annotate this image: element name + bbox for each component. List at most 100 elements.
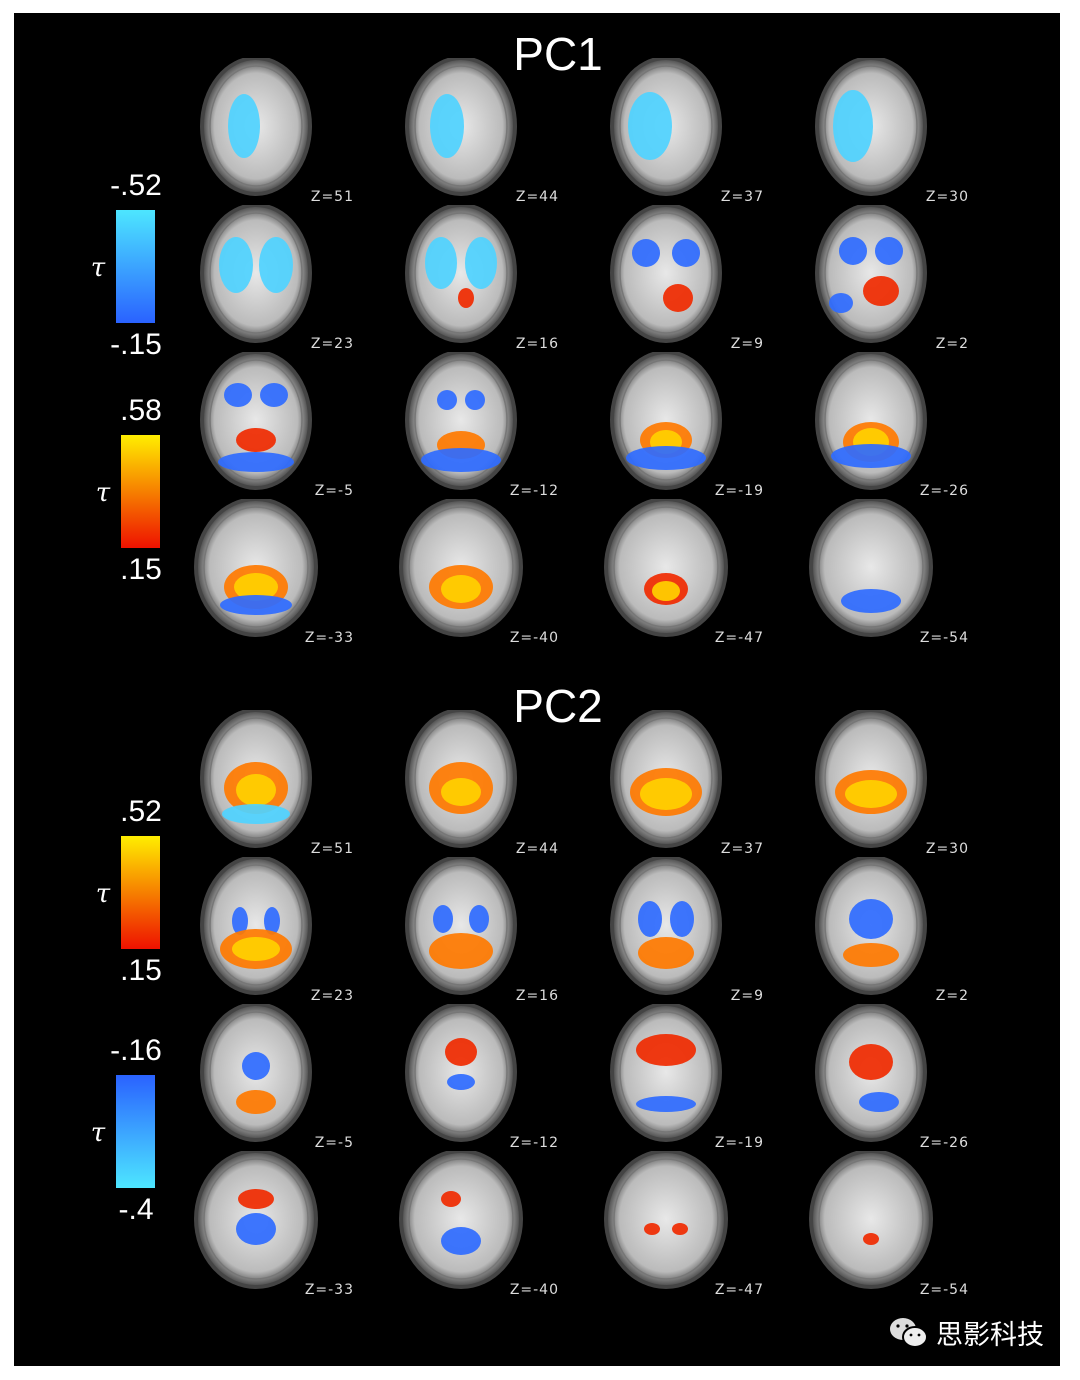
colorbar-max-label: -.16 bbox=[110, 1034, 162, 1067]
slice-z-label: Z=-40 bbox=[509, 1282, 559, 1298]
brain-slice-image bbox=[405, 58, 517, 196]
slice-z-label: Z=23 bbox=[310, 988, 354, 1004]
brain-slice: Z=-33 bbox=[184, 1151, 354, 1298]
brain-slice-image bbox=[405, 205, 517, 343]
slice-z-label: Z=-5 bbox=[314, 1135, 354, 1151]
slice-z-label: Z=37 bbox=[720, 841, 764, 857]
panel-title-pc1: PC1 bbox=[513, 28, 603, 80]
brain-slice-image bbox=[604, 1151, 728, 1289]
brain-slice-image bbox=[610, 205, 722, 343]
colorbar-symbol: τ bbox=[95, 478, 111, 508]
brain-slice-image bbox=[405, 710, 517, 848]
slice-z-label: Z=-12 bbox=[509, 483, 559, 499]
brain-slice: Z=-40 bbox=[389, 499, 559, 646]
brain-slice-image bbox=[405, 857, 517, 995]
brain-slice-image bbox=[809, 499, 933, 637]
colorbar bbox=[116, 210, 155, 323]
slice-z-label: Z=-54 bbox=[919, 1282, 969, 1298]
colorbar-min-label: .15 bbox=[120, 553, 162, 586]
colorbar-min-label: .15 bbox=[120, 954, 162, 987]
colorbar-symbol: τ bbox=[90, 253, 106, 283]
slice-z-label: Z=37 bbox=[720, 189, 764, 205]
brain-slice: Z=-54 bbox=[799, 1151, 969, 1298]
brain-slice-image bbox=[815, 352, 927, 490]
brain-slice-image bbox=[815, 1004, 927, 1142]
brain-slice: Z=51 bbox=[184, 710, 354, 857]
brain-slice: Z=-19 bbox=[594, 1004, 764, 1151]
slice-z-label: Z=44 bbox=[515, 189, 559, 205]
brain-slice-image bbox=[815, 205, 927, 343]
brain-slice-image bbox=[200, 1004, 312, 1142]
slice-z-label: Z=-26 bbox=[919, 1135, 969, 1151]
slice-z-label: Z=-40 bbox=[509, 630, 559, 646]
brain-slice: Z=-47 bbox=[594, 499, 764, 646]
colorbar-max-label: .58 bbox=[120, 394, 162, 427]
slice-z-label: Z=-5 bbox=[314, 483, 354, 499]
brain-slice: Z=9 bbox=[594, 857, 764, 1004]
slice-z-label: Z=-33 bbox=[304, 630, 354, 646]
brain-slice: Z=-12 bbox=[389, 1004, 559, 1151]
colorbar-symbol: τ bbox=[95, 879, 111, 909]
brain-slice-image bbox=[610, 1004, 722, 1142]
wechat-icon bbox=[890, 1317, 928, 1348]
slice-z-label: Z=-33 bbox=[304, 1282, 354, 1298]
brain-slice-image bbox=[610, 710, 722, 848]
brain-slice: Z=30 bbox=[799, 710, 969, 857]
brain-slice-image bbox=[200, 352, 312, 490]
brain-slice-image bbox=[194, 1151, 318, 1289]
slice-z-label: Z=9 bbox=[730, 988, 764, 1004]
brain-slice: Z=51 bbox=[184, 58, 354, 205]
brain-slice: Z=30 bbox=[799, 58, 969, 205]
brain-slice: Z=-12 bbox=[389, 352, 559, 499]
brain-slice-image bbox=[610, 352, 722, 490]
brain-slice-image bbox=[610, 58, 722, 196]
slice-z-label: Z=-12 bbox=[509, 1135, 559, 1151]
slice-z-label: Z=51 bbox=[310, 841, 354, 857]
brain-slice: Z=-40 bbox=[389, 1151, 559, 1298]
colorbar-min-label: -.15 bbox=[110, 328, 162, 361]
slice-z-label: Z=2 bbox=[935, 988, 969, 1004]
brain-slice: Z=-33 bbox=[184, 499, 354, 646]
brain-slice: Z=-47 bbox=[594, 1151, 764, 1298]
watermark: 思影科技 bbox=[888, 1313, 1044, 1352]
panel-title-pc2: PC2 bbox=[513, 680, 603, 732]
brain-slice: Z=-5 bbox=[184, 352, 354, 499]
slice-z-label: Z=-26 bbox=[919, 483, 969, 499]
brain-slice: Z=-26 bbox=[799, 1004, 969, 1151]
brain-slice-image bbox=[610, 857, 722, 995]
brain-slice-image bbox=[405, 1004, 517, 1142]
colorbar-max-label: -.52 bbox=[110, 169, 162, 202]
colorbar bbox=[121, 836, 160, 949]
slice-z-label: Z=-19 bbox=[714, 483, 764, 499]
brain-slice: Z=2 bbox=[799, 205, 969, 352]
colorbar-min-label: -.4 bbox=[118, 1193, 154, 1226]
brain-slice-image bbox=[405, 352, 517, 490]
brain-slice-image bbox=[815, 58, 927, 196]
colorbar bbox=[121, 435, 160, 548]
slice-z-label: Z=-47 bbox=[714, 630, 764, 646]
brain-slice-image bbox=[815, 857, 927, 995]
brain-slice-image bbox=[200, 857, 312, 995]
brain-slice: Z=2 bbox=[799, 857, 969, 1004]
brain-slice-image bbox=[200, 205, 312, 343]
slice-z-label: Z=9 bbox=[730, 336, 764, 352]
slice-z-label: Z=16 bbox=[515, 336, 559, 352]
slice-z-label: Z=-47 bbox=[714, 1282, 764, 1298]
brain-slice-image bbox=[399, 1151, 523, 1289]
slice-z-label: Z=-19 bbox=[714, 1135, 764, 1151]
brain-slice: Z=16 bbox=[389, 857, 559, 1004]
slice-z-label: Z=44 bbox=[515, 841, 559, 857]
brain-slice-image bbox=[809, 1151, 933, 1289]
slice-z-label: Z=2 bbox=[935, 336, 969, 352]
brain-slice: Z=16 bbox=[389, 205, 559, 352]
brain-slice: Z=23 bbox=[184, 857, 354, 1004]
brain-slice: Z=9 bbox=[594, 205, 764, 352]
brain-slice-image bbox=[399, 499, 523, 637]
brain-slice-image bbox=[200, 710, 312, 848]
brain-slice: Z=-19 bbox=[594, 352, 764, 499]
brain-slice: Z=44 bbox=[389, 710, 559, 857]
brain-slice: Z=37 bbox=[594, 710, 764, 857]
brain-slice: Z=-26 bbox=[799, 352, 969, 499]
brain-slice: Z=44 bbox=[389, 58, 559, 205]
brain-slice: Z=23 bbox=[184, 205, 354, 352]
